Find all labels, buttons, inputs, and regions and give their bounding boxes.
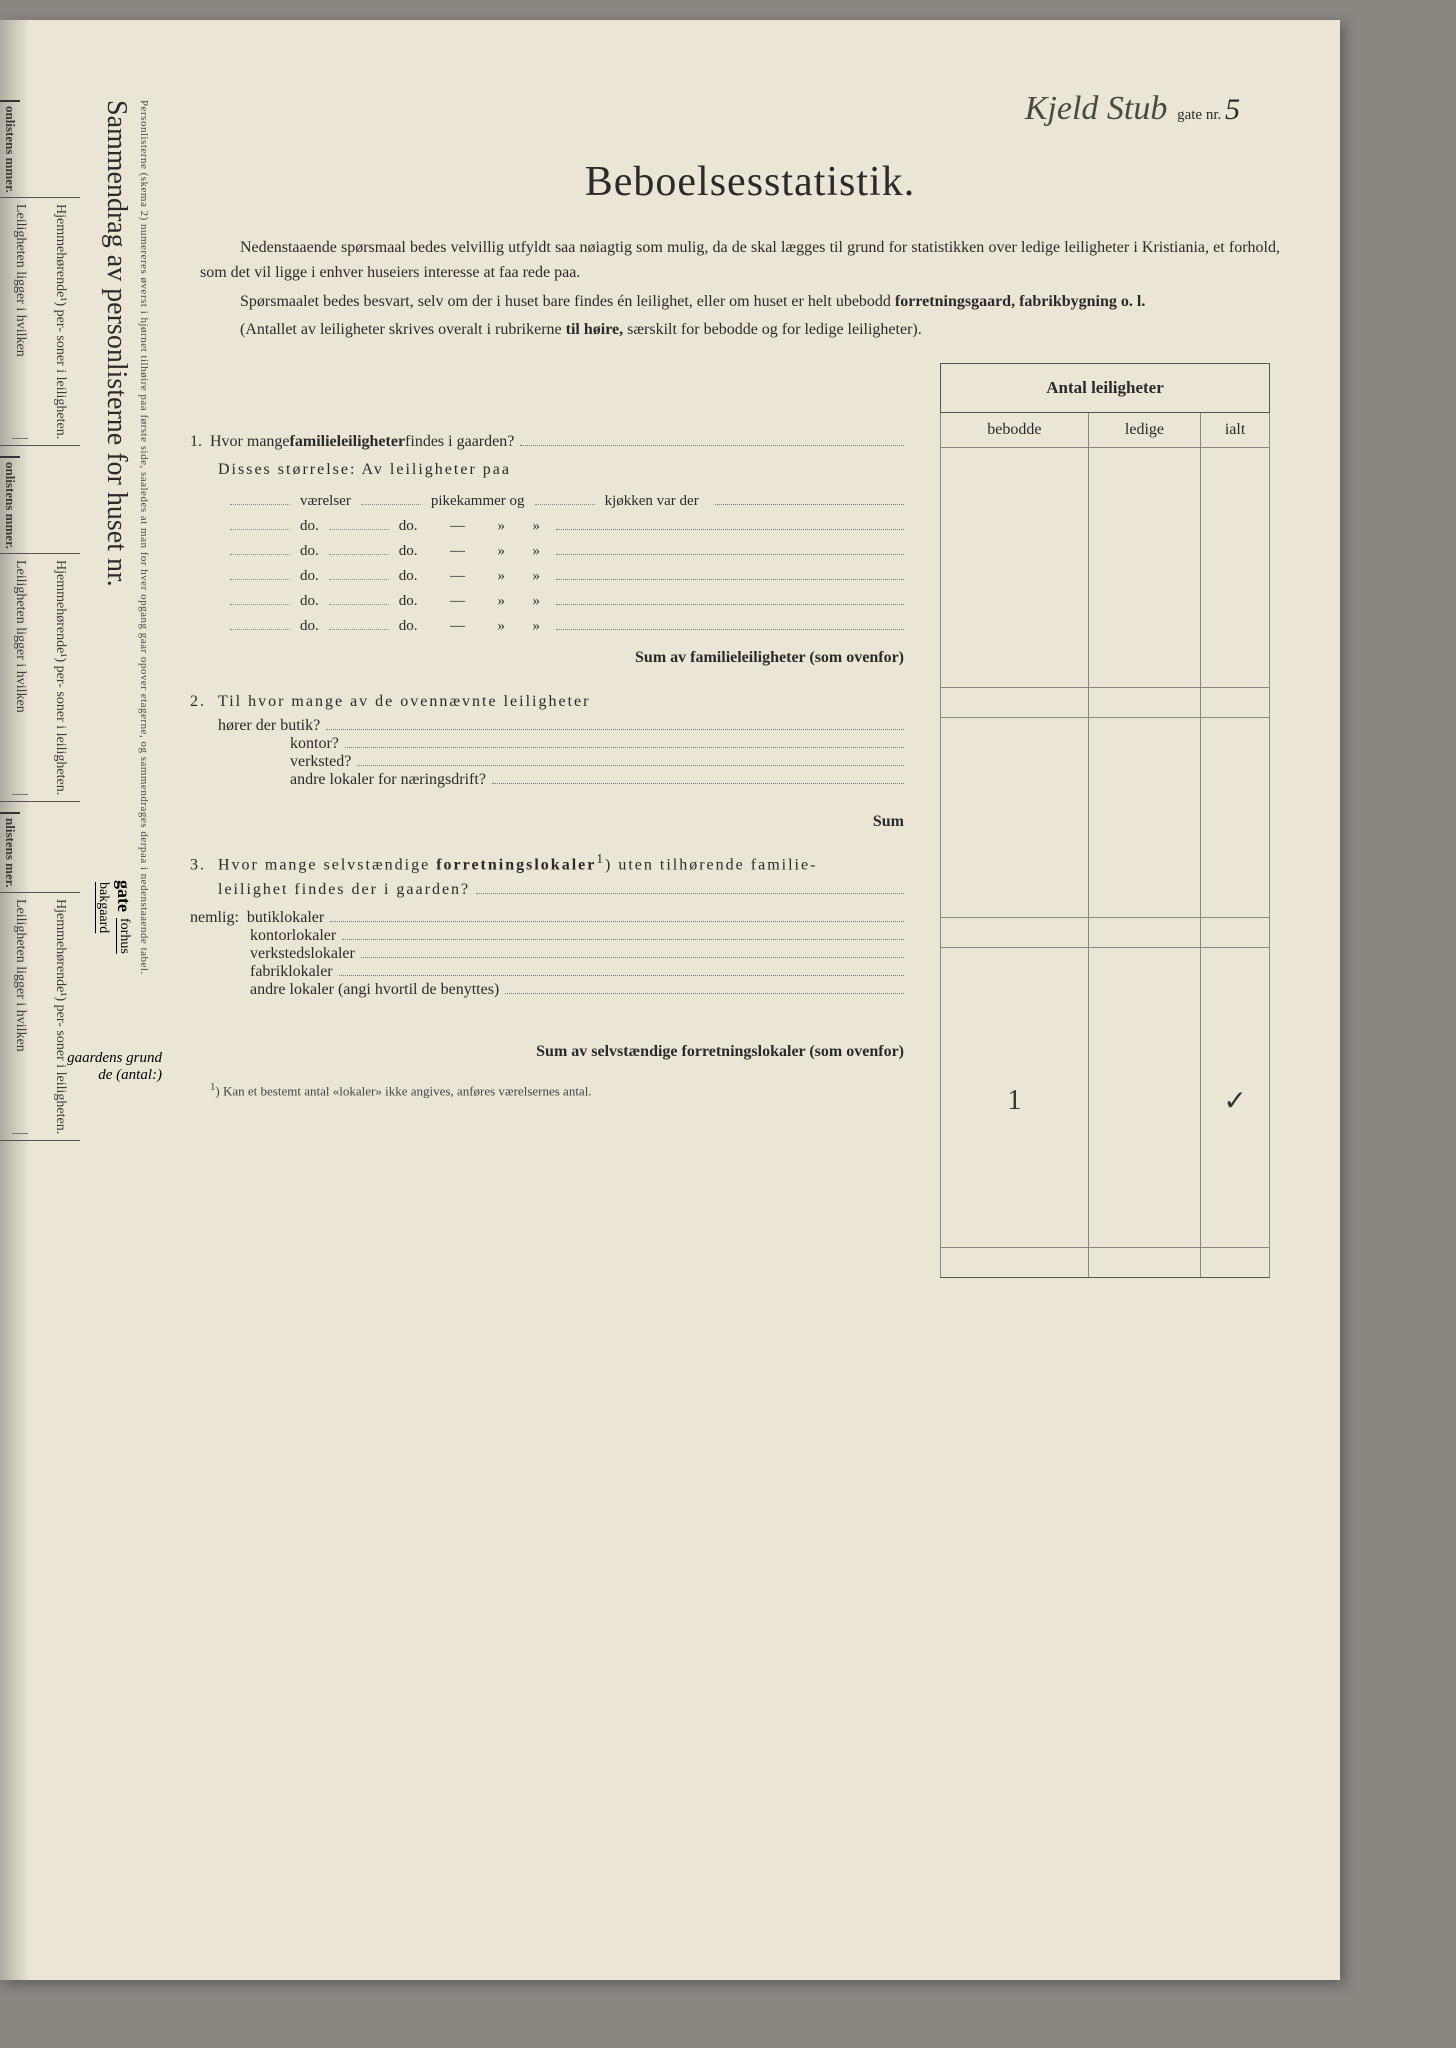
intro-paragraphs: Nedenstaaende spørsmaal bedes velvillig … [190,236,1310,343]
q3-sum-label: Sum av selvstændige forretningslokaler (… [190,1043,910,1061]
frag-header-3: nlistens mer. [0,812,20,892]
table-header-main: Antal leiligheter [941,364,1270,413]
q1-sum-row [941,718,1270,748]
q3-andre: andre lokaler (angi hvortil de benyttes) [190,981,910,999]
street-header-line: Kjeld Stub gate nr. 5 [190,90,1310,128]
page-title: Beboelsesstatistik. [190,158,1310,206]
frag-col-hjemme-3: Hjemmehørende¹) per- soner i leiligheten… [52,899,68,1134]
grund-line-1: gaardens grund [67,1050,162,1066]
col-ledige: ledige [1088,413,1200,448]
handwritten-street-name: Kjeld Stub [1025,90,1168,127]
grund-line-2: de (antal:) [98,1067,162,1083]
kontorlokaler-row: 1 ✓ [941,1084,1270,1118]
form-area: Antal leiligheter bebodde ledige ialt [190,363,1310,1099]
questions-block: 1. Hvor mange familieleiligheter findes … [190,363,910,1099]
q3-line1: 3. Hvor mange selvstændige forretningslo… [190,851,910,874]
handwritten-street-number: 5 [1225,93,1240,126]
q1-sum-label: Sum av familieleiligheter (som ovenfor) [190,649,910,667]
q3-line2: leilighet findes der i gaarden? [190,881,910,899]
q2-kontor: kontor? [190,735,910,753]
gate-nr-label: gate nr. [1177,107,1221,123]
frag-header-2: onlistens mmer. [0,456,20,553]
frag-col-leilighet-1: Leiligheten ligger i hvilken [12,204,28,439]
q1-size-row: do.do.—» » [190,618,910,635]
q1-size-row: do.do.—» » [190,518,910,535]
q1-size-header: værelser pikekammer og kjøkken var der [190,493,910,510]
q2-line1: 2. Til hvor mange av de ovennævnte leili… [190,693,910,711]
q2-verksted: verksted? [190,753,910,771]
gate-label-block: gate forhus bakgaard [92,880,134,954]
q2-sum-row [941,948,1270,978]
left-edge-fragments: onlistens mmer. Leiligheten ligger i hvi… [0,100,80,1145]
left-summary-column: Sammendrag av personlisterne for huset n… [92,100,162,1360]
col-ialt: ialt [1201,413,1270,448]
q2-butik: hører der butik? [190,717,910,735]
intro-p3: (Antallet av leiligheter skrives overalt… [200,318,1280,343]
main-content: Kjeld Stub gate nr. 5 Beboelsesstatistik… [190,90,1310,1099]
q1-line: 1. Hvor mange familieleiligheter findes … [190,433,910,451]
summary-note-vertical: Personlisterne (skema 2) numereres øvers… [138,100,150,975]
bakgaard-label: bakgaard [95,882,111,933]
intro-p1: Nedenstaaende spørsmaal bedes velvillig … [200,236,1280,286]
frag-col-leilighet-2: Leiligheten ligger i hvilken [12,560,28,795]
kontor-ialt-mark: ✓ [1201,1084,1270,1118]
q3-butik: nemlig: butiklokaler [190,909,910,927]
kontor-bebodde-mark: 1 [941,1084,1089,1118]
gate-word: gate [114,880,134,912]
q3-kontor: kontorlokaler [190,927,910,945]
count-table: Antal leiligheter bebodde ledige ialt [940,363,1270,1278]
frag-col-hjemme-2: Hjemmehørende¹) per- soner i leiligheten… [52,560,68,795]
q1-size-row: do.do.—» » [190,568,910,585]
q3-verksted: verkstedslokaler [190,945,910,963]
document-page: onlistens mmer. Leiligheten ligger i hvi… [0,20,1340,1980]
grund-note: gaardens grund de (antal:) [2,1050,162,1084]
q1-size-row: do.do.—» » [190,593,910,610]
q2-sum-label: Sum [190,813,910,831]
footnote: 1) Kan et bestemt antal «lokaler» ikke a… [190,1081,910,1099]
q3-fabrik: fabriklokaler [190,963,910,981]
frag-col-hjemme-1: Hjemmehørende¹) per- soner i leiligheten… [52,204,68,439]
q1-size-row: do.do.—» » [190,543,910,560]
col-bebodde: bebodde [941,413,1089,448]
forhus-label: forhus [116,918,132,954]
summary-title-vertical: Sammendrag av personlisterne for huset n… [100,100,132,587]
intro-p2: Spørsmaalet bedes besvart, selv om der i… [200,290,1280,315]
q2-andre: andre lokaler for næringsdrift? [190,771,910,789]
frag-col-leilighet-3: Leiligheten ligger i hvilken [12,899,28,1134]
leiligheter-table: Antal leiligheter bebodde ledige ialt [940,363,1270,1278]
frag-header-1: onlistens mmer. [0,100,20,197]
q1-sizes-label: Disses størrelse: Av leiligheter paa [190,461,910,479]
